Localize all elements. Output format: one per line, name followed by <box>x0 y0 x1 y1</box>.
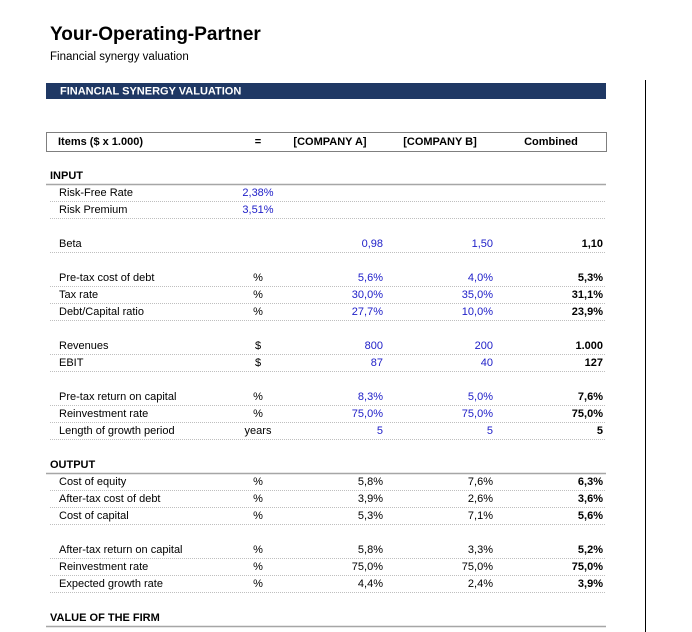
cell-unit: $ <box>255 340 261 352</box>
row-label: Expected growth rate <box>59 578 163 590</box>
cell-a: 4,4% <box>358 578 383 590</box>
cell-unit: % <box>253 510 263 522</box>
cell-b: 5 <box>487 425 493 437</box>
cell-a: 8,3% <box>358 391 383 403</box>
cell-combined: 5,6% <box>578 510 603 522</box>
cell-b: 3,3% <box>468 544 493 556</box>
section-title: INPUT <box>50 170 83 182</box>
cell-combined: 7,6% <box>578 391 603 403</box>
cell-b: 2,6% <box>468 493 493 505</box>
cell-unit: $ <box>255 357 261 369</box>
cell-unit: % <box>253 544 263 556</box>
cell-unit: % <box>253 493 263 505</box>
column-header: [COMPANY B] <box>403 136 477 148</box>
cell-combined: 3,9% <box>578 578 603 590</box>
title: Your-Operating-Partner <box>50 24 261 45</box>
cell-b: 4,0% <box>468 272 493 284</box>
cell-b: 35,0% <box>462 289 493 301</box>
row-label: Length of growth period <box>59 425 175 437</box>
row-label: Revenues <box>59 340 109 352</box>
row-label: Pre-tax return on capital <box>59 391 176 403</box>
row-label: Risk Premium <box>59 204 127 216</box>
cell-unit: % <box>253 289 263 301</box>
cell-combined: 127 <box>585 357 603 369</box>
cell-combined: 5 <box>597 425 603 437</box>
row-label: Risk-Free Rate <box>59 187 133 199</box>
row-label: After-tax return on capital <box>59 544 183 556</box>
cell-b: 10,0% <box>462 306 493 318</box>
cell-combined: 75,0% <box>572 408 603 420</box>
banner <box>46 83 606 99</box>
cell-b: 2,4% <box>468 578 493 590</box>
cell-unit: % <box>253 476 263 488</box>
cell-combined: 1,10 <box>582 238 603 250</box>
cell-a: 27,7% <box>352 306 383 318</box>
cell-a: 87 <box>371 357 383 369</box>
cell-combined: 23,9% <box>572 306 603 318</box>
cell-combined: 31,1% <box>572 289 603 301</box>
cell-b: 7,6% <box>468 476 493 488</box>
row-label: Cost of equity <box>59 476 127 488</box>
subtitle: Financial synergy valuation <box>50 51 189 63</box>
column-header: Combined <box>524 136 578 148</box>
cell-a: 75,0% <box>352 408 383 420</box>
section-title: VALUE OF THE FIRM <box>50 612 160 624</box>
row-label: Tax rate <box>59 289 98 301</box>
cell-combined: 75,0% <box>572 561 603 573</box>
cell-unit: % <box>253 561 263 573</box>
cell-b: 75,0% <box>462 561 493 573</box>
cell-a: 800 <box>365 340 383 352</box>
cell-unit: % <box>253 306 263 318</box>
cell-combined: 6,3% <box>578 476 603 488</box>
row-label: Pre-tax cost of debt <box>59 272 154 284</box>
row-label: Debt/Capital ratio <box>59 306 144 318</box>
cell-a: 0,98 <box>362 238 383 250</box>
row-label: Cost of capital <box>59 510 129 522</box>
cell-a: 75,0% <box>352 561 383 573</box>
cell-a: 5 <box>377 425 383 437</box>
cell-a: 5,6% <box>358 272 383 284</box>
row-label: Reinvestment rate <box>59 408 148 420</box>
cell-unit: 2,38% <box>242 187 273 199</box>
cell-combined: 3,6% <box>578 493 603 505</box>
header-row <box>46 132 607 152</box>
row-label: Beta <box>59 238 83 250</box>
cell-b: 5,0% <box>468 391 493 403</box>
cell-a: 5,3% <box>358 510 383 522</box>
cell-unit: % <box>253 578 263 590</box>
cell-combined: 1.000 <box>575 340 603 352</box>
row-label: Reinvestment rate <box>59 561 148 573</box>
cell-unit: % <box>253 408 263 420</box>
cell-a: 3,9% <box>358 493 383 505</box>
column-header: Items ($ x 1.000) <box>58 136 143 148</box>
cell-a: 30,0% <box>352 289 383 301</box>
cell-a: 5,8% <box>358 544 383 556</box>
cell-b: 40 <box>481 357 493 369</box>
cell-b: 7,1% <box>468 510 493 522</box>
column-header: [COMPANY A] <box>293 136 366 148</box>
row-label: After-tax cost of debt <box>59 493 161 505</box>
banner-text: FINANCIAL SYNERGY VALUATION <box>60 85 241 97</box>
row-label: EBIT <box>59 357 84 369</box>
cell-unit: % <box>253 272 263 284</box>
cell-b: 75,0% <box>462 408 493 420</box>
column-header: = <box>255 136 261 148</box>
cell-a: 5,8% <box>358 476 383 488</box>
cell-b: 200 <box>475 340 493 352</box>
cell-combined: 5,2% <box>578 544 603 556</box>
cell-b: 1,50 <box>472 238 493 250</box>
cell-unit: % <box>253 391 263 403</box>
cell-combined: 5,3% <box>578 272 603 284</box>
section-title: OUTPUT <box>50 459 96 471</box>
cell-unit: 3,51% <box>242 204 273 216</box>
cell-unit: years <box>245 425 272 437</box>
